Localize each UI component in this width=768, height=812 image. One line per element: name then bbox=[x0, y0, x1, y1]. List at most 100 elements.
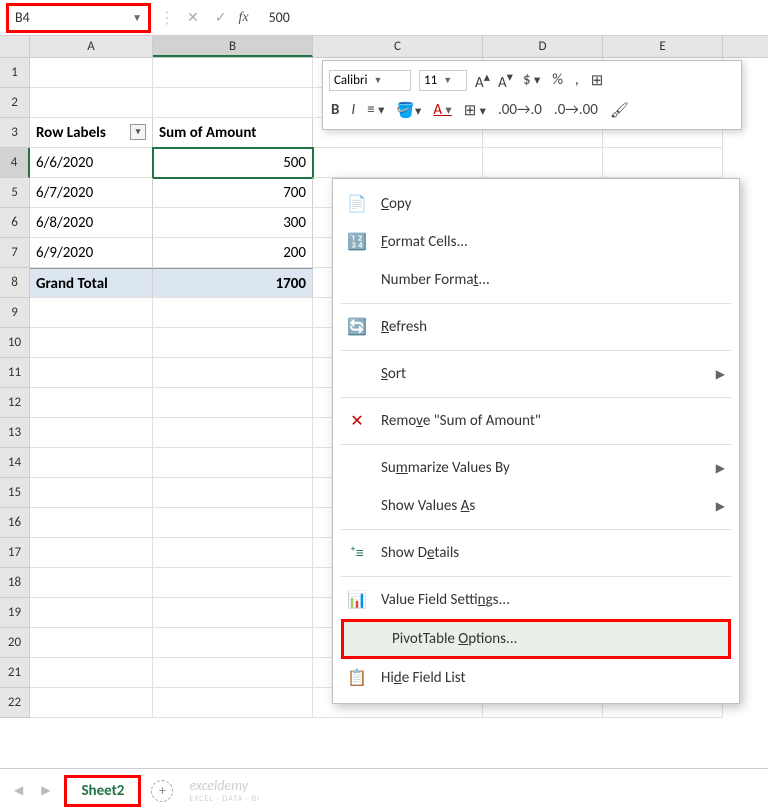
decrease-decimal-icon[interactable]: .00→.0 bbox=[496, 101, 544, 119]
pivot-cell[interactable]: 700 bbox=[153, 178, 313, 208]
menu-refresh[interactable]: 🔄Refresh bbox=[333, 308, 739, 346]
menu-summarize[interactable]: Summarize Values By▶ bbox=[333, 449, 739, 487]
select-all-corner[interactable] bbox=[0, 36, 30, 57]
cell[interactable] bbox=[603, 148, 723, 178]
currency-icon[interactable]: $ ▾ bbox=[521, 71, 542, 89]
cell[interactable] bbox=[30, 358, 153, 388]
cell[interactable] bbox=[30, 418, 153, 448]
row-header[interactable]: 22 bbox=[0, 688, 30, 718]
tab-nav-prev-icon[interactable]: ◀ bbox=[10, 783, 27, 798]
menu-remove[interactable]: ✕Remove "Sum of Amount" bbox=[333, 402, 739, 440]
format-painter-icon[interactable]: 🖌 bbox=[608, 101, 631, 120]
cell[interactable] bbox=[153, 358, 313, 388]
pivot-cell[interactable]: 200 bbox=[153, 238, 313, 268]
cell[interactable] bbox=[153, 568, 313, 598]
pivot-row-labels-header[interactable]: Row Labels▾ bbox=[30, 118, 153, 148]
font-color-icon[interactable]: A ▾ bbox=[431, 101, 453, 119]
cell[interactable] bbox=[153, 538, 313, 568]
cell[interactable] bbox=[153, 448, 313, 478]
col-header-d[interactable]: D bbox=[483, 36, 603, 57]
pivot-cell[interactable]: 6/6/2020 bbox=[30, 148, 153, 178]
row-header[interactable]: 12 bbox=[0, 388, 30, 418]
menu-value-field-settings[interactable]: 📊Value Field Settings... bbox=[333, 581, 739, 619]
merge-icon[interactable]: ⊞ bbox=[589, 71, 606, 90]
fill-color-icon[interactable]: 🪣▾ bbox=[394, 101, 423, 120]
pivot-cell[interactable]: 6/9/2020 bbox=[30, 238, 153, 268]
cell[interactable] bbox=[30, 388, 153, 418]
cell[interactable] bbox=[30, 478, 153, 508]
col-header-e[interactable]: E bbox=[603, 36, 723, 57]
formula-value[interactable]: 500 bbox=[257, 9, 290, 26]
cell[interactable] bbox=[153, 328, 313, 358]
font-size-select[interactable]: 11▼ bbox=[419, 70, 467, 91]
name-box[interactable]: B4 bbox=[15, 9, 30, 26]
col-header-c[interactable]: C bbox=[313, 36, 483, 57]
cell[interactable] bbox=[30, 508, 153, 538]
cell[interactable] bbox=[30, 628, 153, 658]
filter-dropdown-icon[interactable]: ▾ bbox=[130, 124, 146, 140]
row-header[interactable]: 6 bbox=[0, 208, 30, 238]
font-select[interactable]: Calibri▼ bbox=[329, 70, 411, 91]
active-cell[interactable]: 500 bbox=[153, 148, 313, 178]
cell[interactable] bbox=[30, 658, 153, 688]
cell[interactable] bbox=[153, 478, 313, 508]
pivot-cell[interactable]: 6/8/2020 bbox=[30, 208, 153, 238]
cell[interactable] bbox=[153, 598, 313, 628]
menu-sort[interactable]: Sort▶ bbox=[333, 355, 739, 393]
bold-icon[interactable]: B bbox=[329, 101, 341, 119]
row-header[interactable]: 7 bbox=[0, 238, 30, 268]
increase-font-icon[interactable]: A▴ bbox=[475, 69, 490, 92]
cell[interactable] bbox=[30, 88, 153, 118]
sheet-tab-active[interactable]: Sheet2 bbox=[64, 775, 141, 807]
chevron-down-icon[interactable]: ▼ bbox=[132, 11, 142, 24]
menu-show-details[interactable]: ⁺≡Show Details bbox=[333, 534, 739, 572]
cell[interactable] bbox=[313, 148, 483, 178]
row-header[interactable]: 14 bbox=[0, 448, 30, 478]
row-header[interactable]: 4 bbox=[0, 148, 30, 178]
row-header[interactable]: 10 bbox=[0, 328, 30, 358]
pivot-grand-total-value[interactable]: 1700 bbox=[153, 268, 313, 298]
pivot-grand-total[interactable]: Grand Total bbox=[30, 268, 153, 298]
row-header[interactable]: 1 bbox=[0, 58, 30, 88]
cell[interactable] bbox=[30, 328, 153, 358]
percent-icon[interactable]: % bbox=[550, 71, 565, 89]
cell[interactable] bbox=[30, 568, 153, 598]
row-header[interactable]: 18 bbox=[0, 568, 30, 598]
menu-number-format[interactable]: Number Format... bbox=[333, 261, 739, 299]
cell[interactable] bbox=[153, 388, 313, 418]
cell[interactable] bbox=[153, 508, 313, 538]
cell[interactable] bbox=[483, 148, 603, 178]
cell[interactable] bbox=[30, 448, 153, 478]
row-header[interactable]: 2 bbox=[0, 88, 30, 118]
cell[interactable] bbox=[153, 298, 313, 328]
cell[interactable] bbox=[153, 88, 313, 118]
decrease-font-icon[interactable]: A▾ bbox=[498, 69, 513, 92]
cell[interactable] bbox=[153, 628, 313, 658]
increase-decimal-icon[interactable]: .0→.00 bbox=[552, 101, 600, 119]
row-header[interactable]: 21 bbox=[0, 658, 30, 688]
cell[interactable] bbox=[30, 688, 153, 718]
cell[interactable] bbox=[30, 598, 153, 628]
row-header[interactable]: 19 bbox=[0, 598, 30, 628]
align-icon[interactable]: ≡ ▾ bbox=[365, 101, 386, 119]
comma-icon[interactable]: , bbox=[573, 71, 581, 89]
cell[interactable] bbox=[153, 658, 313, 688]
row-header[interactable]: 11 bbox=[0, 358, 30, 388]
menu-format-cells[interactable]: 🔢Format Cells... bbox=[333, 223, 739, 261]
cell[interactable] bbox=[153, 688, 313, 718]
tab-nav-next-icon[interactable]: ▶ bbox=[37, 783, 54, 798]
enter-icon[interactable]: ✓ bbox=[211, 9, 231, 26]
cell[interactable] bbox=[153, 418, 313, 448]
row-header[interactable]: 8 bbox=[0, 268, 30, 298]
row-header[interactable]: 15 bbox=[0, 478, 30, 508]
menu-copy[interactable]: 📄Copy bbox=[333, 185, 739, 223]
cell[interactable] bbox=[30, 538, 153, 568]
cell[interactable] bbox=[153, 58, 313, 88]
pivot-cell[interactable]: 300 bbox=[153, 208, 313, 238]
menu-pivot-options[interactable]: PivotTable Options... bbox=[344, 622, 728, 656]
col-header-b[interactable]: B bbox=[153, 36, 313, 57]
row-header[interactable]: 13 bbox=[0, 418, 30, 448]
pivot-cell[interactable]: 6/7/2020 bbox=[30, 178, 153, 208]
cell[interactable] bbox=[30, 298, 153, 328]
row-header[interactable]: 3 bbox=[0, 118, 30, 148]
